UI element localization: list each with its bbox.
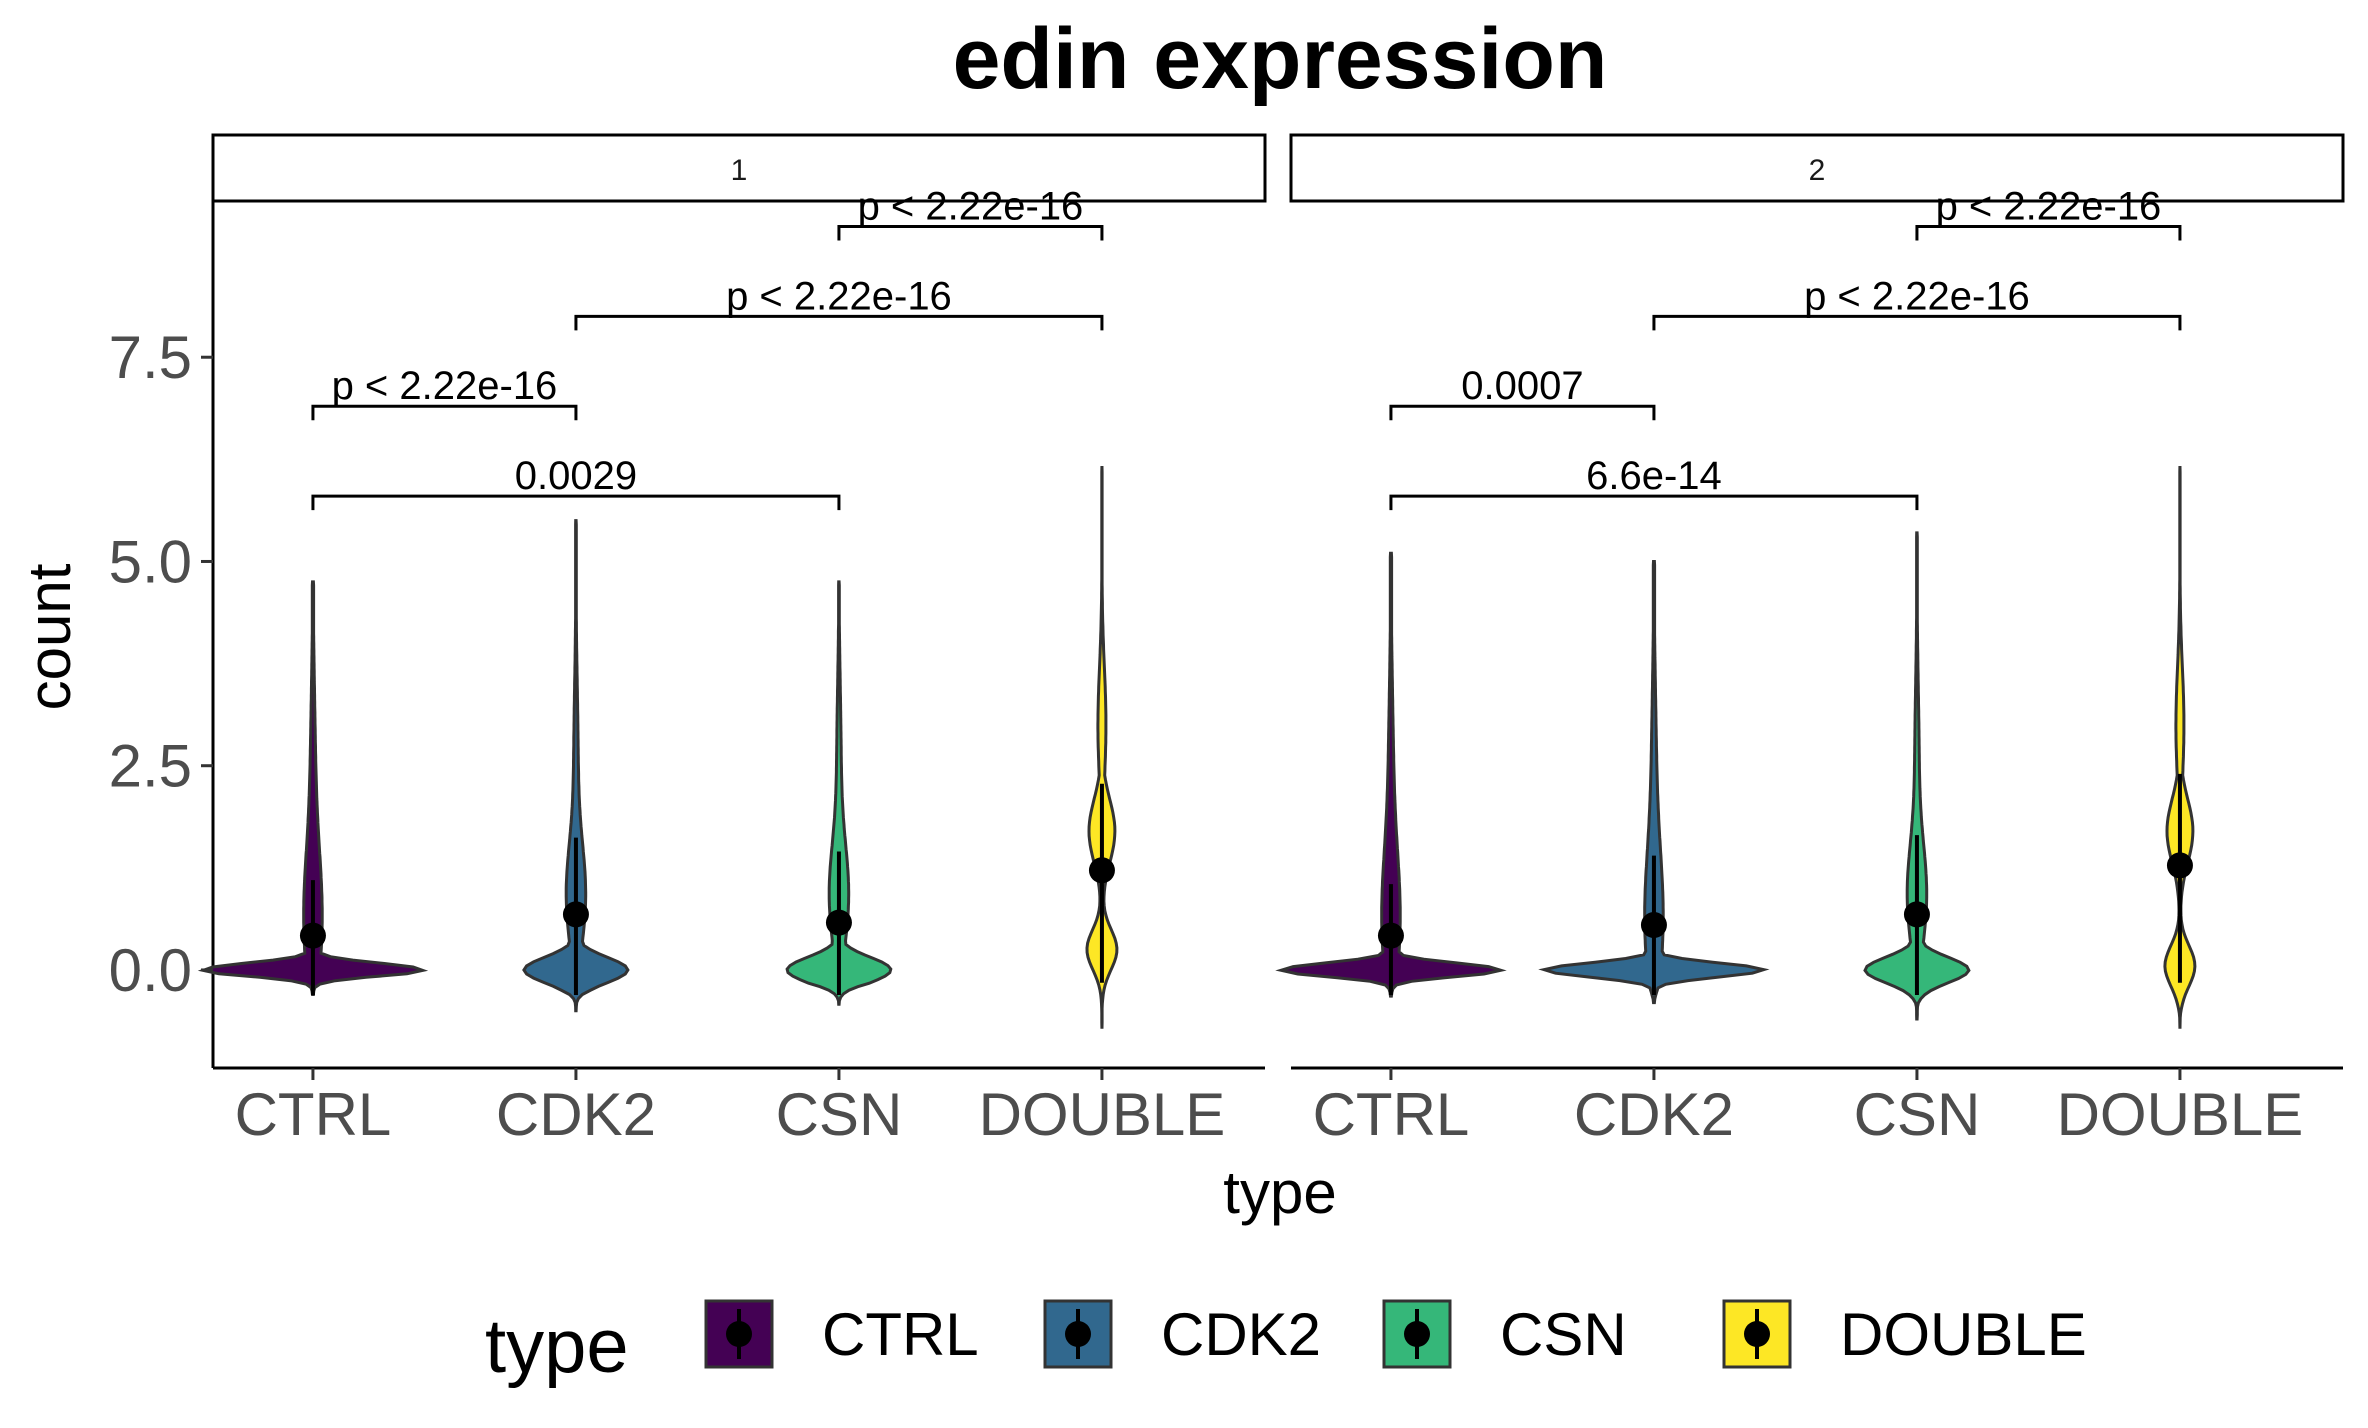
- legend-items: CTRL CDK2 CSN DOUBLE: [704, 1299, 2087, 1369]
- significance-label: 0.0029: [515, 454, 637, 498]
- facet-panels: 1 CTRL CDK2 CSN DOUBLE p < 2.22e-16 p < 2.22e-…: [197, 133, 2345, 1148]
- violin-ctrl: [1275, 551, 1507, 998]
- legend-label: CTRL: [822, 1301, 979, 1368]
- legend-item-csn: CSN: [1382, 1299, 1627, 1369]
- legend-item-double: DOUBLE: [1722, 1299, 2087, 1369]
- x-tick-label: CSN: [1854, 1081, 1981, 1148]
- significance-bracket: p < 2.22e-16: [311, 364, 578, 421]
- violin-cdk2: [522, 519, 630, 1013]
- y-tick-label: 2.5: [109, 733, 192, 800]
- significance-label: p < 2.22e-16: [1936, 185, 2162, 229]
- x-axis-title: type: [1223, 1159, 1336, 1226]
- y-tick-label: 7.5: [109, 324, 192, 391]
- y-axis: 0.0 2.5 5.0 7.5: [109, 324, 213, 1004]
- legend-label: DOUBLE: [1840, 1301, 2087, 1368]
- significance-label: p < 2.22e-16: [1804, 274, 2030, 318]
- panel-1: 1 CTRL CDK2 CSN DOUBLE p < 2.22e-16 p < 2.22e-…: [197, 133, 1267, 1148]
- significance-label: p < 2.22e-16: [726, 274, 952, 318]
- bracket-line: [1389, 494, 1919, 511]
- x-tick-label: CDK2: [1574, 1081, 1734, 1148]
- mean-point-double: [2166, 852, 2193, 879]
- y-tick-label: 5.0: [109, 528, 192, 595]
- legend-item-cdk2: CDK2: [1043, 1299, 1321, 1369]
- legend-item-ctrl: CTRL: [704, 1299, 979, 1369]
- bracket-line: [1389, 404, 1656, 421]
- x-tick-label: CTRL: [235, 1081, 392, 1148]
- violin-csn: [1863, 531, 1971, 1021]
- chart-title: edin expression: [953, 11, 1608, 107]
- legend: type CTRL CDK2 CSN DOUBLE: [485, 1299, 2087, 1389]
- x-tick-label: CDK2: [496, 1081, 656, 1148]
- mean-point-ctrl: [299, 922, 326, 949]
- mean-point-double: [1088, 857, 1115, 884]
- facet-strip-label: 2: [1809, 154, 1826, 187]
- x-tick-label: DOUBLE: [979, 1081, 1226, 1148]
- violin-double: [2163, 466, 2197, 1029]
- y-tick-label: 0.0: [109, 937, 192, 1004]
- mean-point-cdk2: [562, 901, 589, 928]
- legend-key-point: [726, 1321, 752, 1347]
- violin-cdk2: [1538, 560, 1770, 1005]
- bracket-line: [1652, 314, 2182, 331]
- legend-key-point: [1404, 1321, 1430, 1347]
- legend-key-point: [1744, 1321, 1770, 1347]
- significance-label: 6.6e-14: [1586, 454, 1722, 498]
- violin-ctrl: [197, 580, 429, 996]
- significance-bracket: p < 2.22e-16: [574, 274, 1104, 331]
- mean-point-ctrl: [1377, 922, 1404, 949]
- legend-title: type: [485, 1304, 629, 1389]
- significance-bracket: p < 2.22e-16: [1915, 185, 2182, 241]
- panel-2: 2 CTRL CDK2 CSN DOUBLE p < 2.22e-16 p < 2.22e-…: [1275, 133, 2345, 1148]
- mean-point-csn: [1903, 901, 1930, 928]
- mean-point-csn: [825, 909, 852, 936]
- significance-bracket: 6.6e-14: [1389, 454, 1919, 511]
- significance-label: p < 2.22e-16: [332, 364, 558, 408]
- legend-label: CDK2: [1161, 1301, 1321, 1368]
- x-tick-label: CSN: [776, 1081, 903, 1148]
- significance-label: p < 2.22e-16: [858, 185, 1084, 229]
- facet-strip-label: 1: [731, 154, 748, 187]
- violin-csn: [785, 580, 893, 1006]
- significance-bracket: 0.0007: [1389, 364, 1656, 421]
- x-tick-label: CTRL: [1313, 1081, 1470, 1148]
- legend-label: CSN: [1500, 1301, 1627, 1368]
- bracket-line: [574, 314, 1104, 331]
- bracket-line: [1915, 225, 2182, 241]
- significance-label: 0.0007: [1461, 364, 1583, 408]
- bracket-line: [311, 404, 578, 421]
- mean-point-cdk2: [1640, 912, 1667, 939]
- facet-strip: [1289, 133, 2345, 203]
- facet-strip: [211, 133, 1267, 203]
- legend-key-point: [1065, 1321, 1091, 1347]
- x-tick-label: DOUBLE: [2057, 1081, 2304, 1148]
- bracket-line: [837, 225, 1104, 241]
- significance-bracket: p < 2.22e-16: [1652, 274, 2182, 331]
- significance-bracket: 0.0029: [311, 454, 841, 511]
- bracket-line: [311, 494, 841, 511]
- violin-double: [1085, 466, 1119, 1029]
- significance-bracket: p < 2.22e-16: [837, 185, 1104, 241]
- y-axis-title: count: [16, 563, 83, 710]
